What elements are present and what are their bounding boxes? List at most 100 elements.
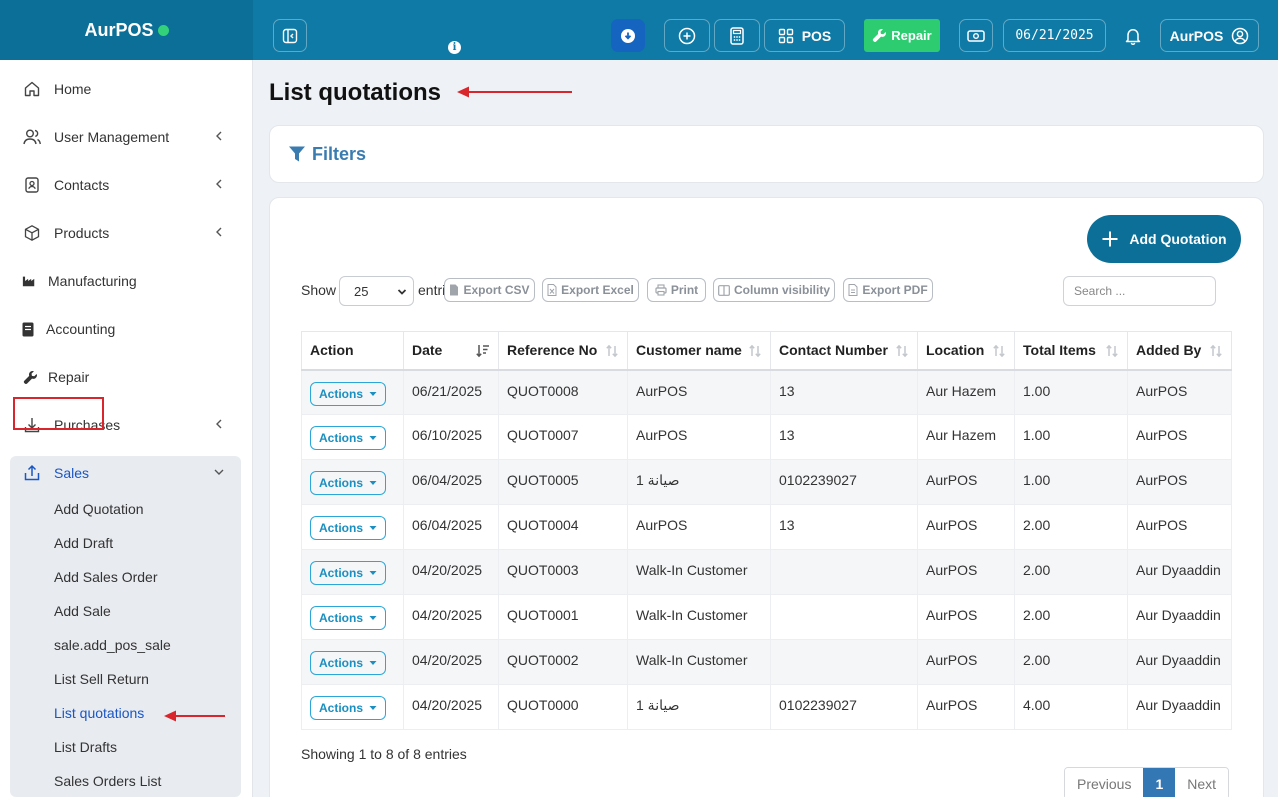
location-cell: AurPOS (917, 504, 1015, 550)
column-header-location[interactable]: Location (917, 331, 1015, 371)
sidebar-item-home[interactable]: Home (0, 65, 253, 113)
add-quotation-button[interactable]: Add Quotation (1087, 215, 1241, 263)
action-cell: Actions (301, 549, 404, 595)
sidebar-item-products[interactable]: Products (0, 209, 253, 257)
sub-item-add-draft[interactable]: Add Draft (54, 535, 114, 551)
actions-dropdown-button[interactable]: Actions (310, 606, 387, 630)
total-items-cell: 2.00 (1014, 639, 1128, 685)
actions-dropdown-button[interactable]: Actions (310, 426, 387, 450)
customer-cell: Walk-In Customer (627, 549, 771, 595)
columns-icon (718, 284, 730, 296)
table-row: Actions 06/10/2025 QUOT0007 AurPOS 13 Aur Haz… (301, 414, 1232, 460)
column-header-action[interactable]: Action (301, 331, 404, 371)
sub-item-list-sell-return[interactable]: List Sell Return (54, 671, 149, 687)
sales-submenu-panel (10, 456, 241, 797)
sidebar-item-label: Manufacturing (48, 273, 137, 289)
column-header-total-items[interactable]: Total Items (1014, 331, 1128, 371)
sub-item-add-sales-order[interactable]: Add Sales Order (54, 569, 158, 585)
table-row: Actions 04/20/2025 QUOT0003 Walk-In Custome… (301, 549, 1232, 595)
total-items-cell: 1.00 (1014, 369, 1128, 415)
sub-item-sales-orders-list[interactable]: Sales Orders List (54, 773, 162, 789)
next-page-button[interactable]: Next (1175, 768, 1229, 797)
calculator-button[interactable] (714, 19, 760, 52)
location-cell: AurPOS (917, 594, 1015, 640)
download-icon (621, 28, 635, 43)
sidebar-item-sales[interactable]: Sales (0, 449, 253, 497)
location-cell: AurPOS (917, 549, 1015, 595)
add-button[interactable] (664, 19, 710, 52)
actions-label: Actions (319, 656, 364, 670)
column-header-added-by[interactable]: Added By (1127, 331, 1232, 371)
cash-register-button[interactable] (959, 19, 993, 52)
date-cell: 04/20/2025 (403, 684, 499, 730)
users-icon (22, 127, 42, 147)
download-button[interactable] (611, 19, 645, 52)
table-row: Actions 06/21/2025 QUOT0008 AurPOS 13 Aur Haz… (301, 369, 1232, 415)
location-cell: Aur Hazem (917, 369, 1015, 415)
user-menu-button[interactable]: AurPOS (1160, 19, 1259, 52)
user-circle-icon (1232, 27, 1249, 44)
sidebar-item-contacts[interactable]: Contacts (0, 161, 253, 209)
column-header-date[interactable]: Date (403, 331, 499, 371)
export-excel-button[interactable]: Export Excel (542, 278, 639, 302)
column-header-contact[interactable]: Contact Number (770, 331, 918, 371)
filters-label: Filters (312, 143, 367, 164)
export-csv-button[interactable]: Export CSV (444, 278, 535, 302)
search-input[interactable]: Search ... (1063, 276, 1216, 306)
sub-item-add-quotation[interactable]: Add Quotation (54, 501, 144, 517)
total-items-cell: 1.00 (1014, 459, 1128, 505)
date-cell: 06/21/2025 (403, 369, 499, 415)
added-by-cell: Aur Dyaaddin (1127, 639, 1232, 685)
actions-dropdown-button[interactable]: Actions (310, 561, 387, 585)
sidebar-item-repair[interactable]: Repair (0, 353, 253, 401)
contact-cell (770, 639, 918, 685)
sub-item-list-drafts[interactable]: List Drafts (54, 739, 118, 755)
column-visibility-button[interactable]: Column visibility (713, 278, 835, 302)
brand-logo[interactable]: AurPOS (0, 0, 253, 60)
chevron-left-icon (216, 227, 222, 237)
repair-button[interactable]: Repair (864, 19, 940, 52)
annotation-arrow (164, 710, 225, 722)
column-header-customer[interactable]: Customer name (627, 331, 771, 371)
sidebar-item-accounting[interactable]: Accounting (0, 305, 253, 353)
calculator-icon (730, 26, 744, 45)
grid-icon (778, 28, 793, 43)
export-pdf-button[interactable]: Export PDF (843, 278, 933, 302)
pos-button[interactable]: POS (764, 19, 845, 52)
previous-page-button[interactable]: Previous (1065, 768, 1144, 797)
date-cell: 06/04/2025 (403, 459, 499, 505)
actions-dropdown-button[interactable]: Actions (310, 651, 387, 675)
added-by-cell: Aur Dyaaddin (1127, 684, 1232, 730)
sidebar-item-label: Repair (48, 369, 90, 385)
reference-cell: QUOT0007 (498, 414, 628, 460)
page-1-button[interactable]: 1 (1143, 768, 1176, 797)
customer-cell: AurPOS (627, 369, 771, 415)
date-cell: 06/10/2025 (403, 414, 499, 460)
actions-dropdown-button[interactable]: Actions (310, 471, 387, 495)
page-length-select[interactable]: 25 (339, 276, 414, 306)
location-cell: AurPOS (917, 639, 1015, 685)
date-display[interactable]: 06/21/2025 (1003, 19, 1106, 52)
sidebar-item-manufacturing[interactable]: Manufacturing (0, 257, 253, 305)
filters-panel[interactable]: Filters (269, 125, 1264, 183)
sidebar-toggle-button[interactable] (273, 19, 307, 52)
sort-desc-icon (476, 345, 489, 358)
sub-item-list-quotations[interactable]: List quotations (54, 705, 145, 721)
print-button[interactable]: Print (647, 278, 706, 302)
actions-dropdown-button[interactable]: Actions (310, 696, 387, 720)
table-header-row: Action Date Reference No Customer name C… (301, 331, 1232, 371)
contact-cell: 13 (770, 504, 918, 550)
info-icon[interactable]: i (448, 41, 461, 54)
notifications-button[interactable] (1114, 19, 1152, 52)
column-header-reference[interactable]: Reference No (498, 331, 628, 371)
add-quotation-label: Add Quotation (1129, 231, 1227, 247)
home-icon (22, 79, 42, 99)
sub-item-add-sale[interactable]: Add Sale (54, 603, 111, 619)
sub-item-add-pos-sale[interactable]: sale.add_pos_sale (54, 637, 171, 653)
caret-down-icon (369, 661, 377, 665)
sidebar-item-user-management[interactable]: User Management (0, 113, 253, 161)
file-csv-icon (450, 284, 459, 296)
actions-dropdown-button[interactable]: Actions (310, 381, 387, 406)
actions-dropdown-button[interactable]: Actions (310, 516, 387, 540)
upload-arrow-icon (22, 463, 42, 483)
